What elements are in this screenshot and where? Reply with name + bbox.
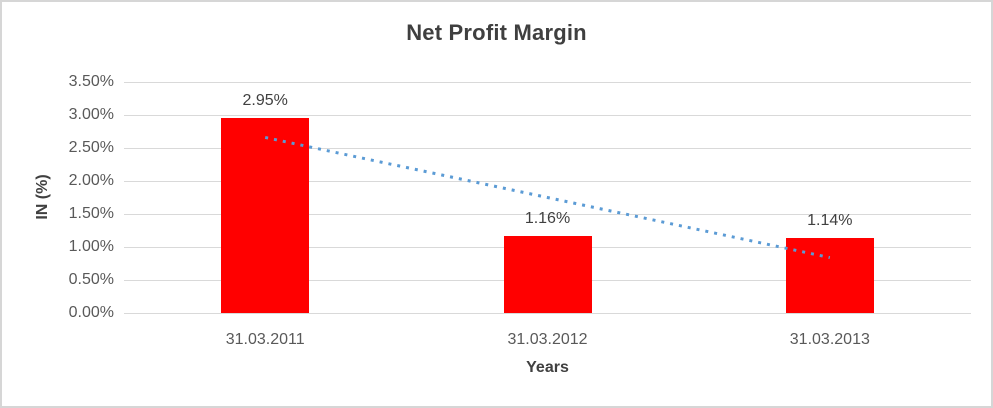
x-axis-title: Years bbox=[526, 359, 569, 376]
chart-title: Net Profit Margin bbox=[406, 20, 587, 45]
bar-data-label: 1.14% bbox=[807, 211, 853, 229]
y-axis-tick-label: 3.50% bbox=[68, 73, 114, 90]
x-axis-tick-label: 31.03.2013 bbox=[789, 331, 870, 348]
x-axis-tick-label: 31.03.2012 bbox=[507, 331, 588, 348]
y-axis-tick-label: 0.00% bbox=[68, 304, 114, 321]
y-axis-tick-label: 2.00% bbox=[68, 172, 114, 189]
y-axis-tick-label: 0.50% bbox=[68, 271, 114, 288]
y-axis-tick-label: 1.00% bbox=[68, 238, 114, 255]
bar bbox=[785, 237, 874, 313]
gridline bbox=[124, 81, 971, 83]
y-axis-tick-label: 3.00% bbox=[68, 106, 114, 123]
bar-data-label: 2.95% bbox=[242, 92, 288, 110]
x-axis-tick-label: 31.03.2011 bbox=[225, 331, 305, 348]
gridline bbox=[124, 312, 971, 314]
y-axis-tick-label: 1.50% bbox=[68, 205, 114, 222]
y-axis-tick-label: 2.50% bbox=[68, 139, 114, 156]
bar bbox=[503, 236, 592, 313]
bar-data-label: 1.16% bbox=[524, 210, 571, 228]
gridline bbox=[124, 114, 971, 116]
bar bbox=[221, 118, 310, 313]
